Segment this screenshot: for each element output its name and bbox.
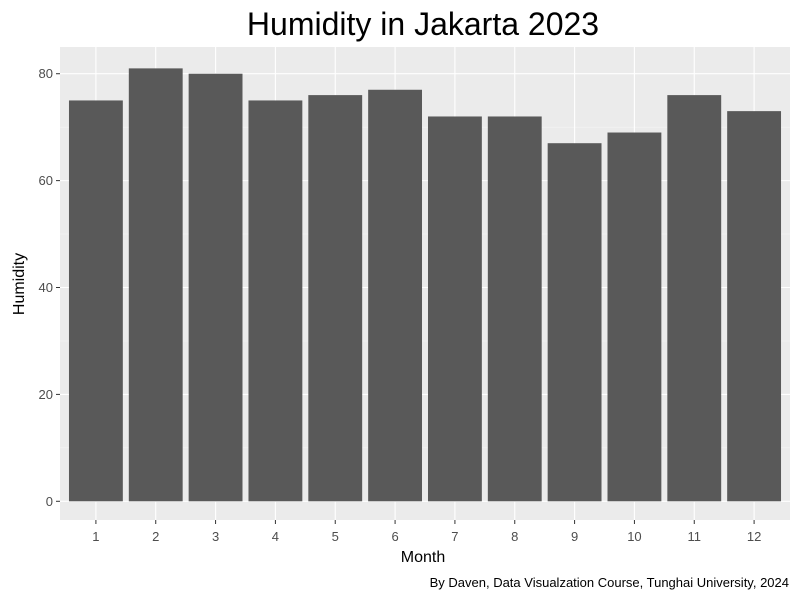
bar (667, 95, 722, 502)
chart-title: Humidity in Jakarta 2023 (247, 6, 599, 42)
x-tick-label: 12 (747, 529, 761, 544)
x-axis-label: Month (401, 549, 445, 566)
bars-group (68, 68, 782, 502)
y-tick-label: 20 (39, 387, 53, 402)
bar (727, 111, 782, 502)
bar (368, 89, 423, 502)
y-tick-label: 60 (39, 173, 53, 188)
x-tick-label: 11 (688, 529, 702, 544)
x-tick-label: 9 (571, 529, 578, 544)
x-tick-label: 1 (92, 529, 99, 544)
y-axis-label: Humidity (11, 253, 28, 315)
x-axis: 1 2 3 4 5 6 7 8 9 10 11 12 (92, 520, 761, 544)
bar (308, 95, 363, 502)
y-tick-label: 40 (39, 280, 53, 295)
bar (607, 132, 662, 502)
x-tick-label: 10 (627, 529, 641, 544)
x-tick-label: 7 (451, 529, 458, 544)
x-tick-label: 6 (391, 529, 398, 544)
y-tick-label: 80 (39, 66, 53, 81)
y-tick-label: 0 (46, 494, 53, 509)
x-tick-label: 4 (272, 529, 279, 544)
y-axis: 0 20 40 60 80 (39, 66, 60, 509)
bar (487, 116, 542, 502)
x-tick-label: 8 (511, 529, 518, 544)
x-tick-label: 5 (332, 529, 339, 544)
bar (128, 68, 183, 502)
bar (188, 73, 243, 502)
bar (547, 143, 602, 502)
bar (248, 100, 303, 502)
bar (68, 100, 123, 502)
bar (427, 116, 482, 502)
x-tick-label: 3 (212, 529, 219, 544)
chart-caption: By Daven, Data Visualzation Course, Tung… (430, 575, 789, 590)
x-tick-label: 2 (152, 529, 159, 544)
